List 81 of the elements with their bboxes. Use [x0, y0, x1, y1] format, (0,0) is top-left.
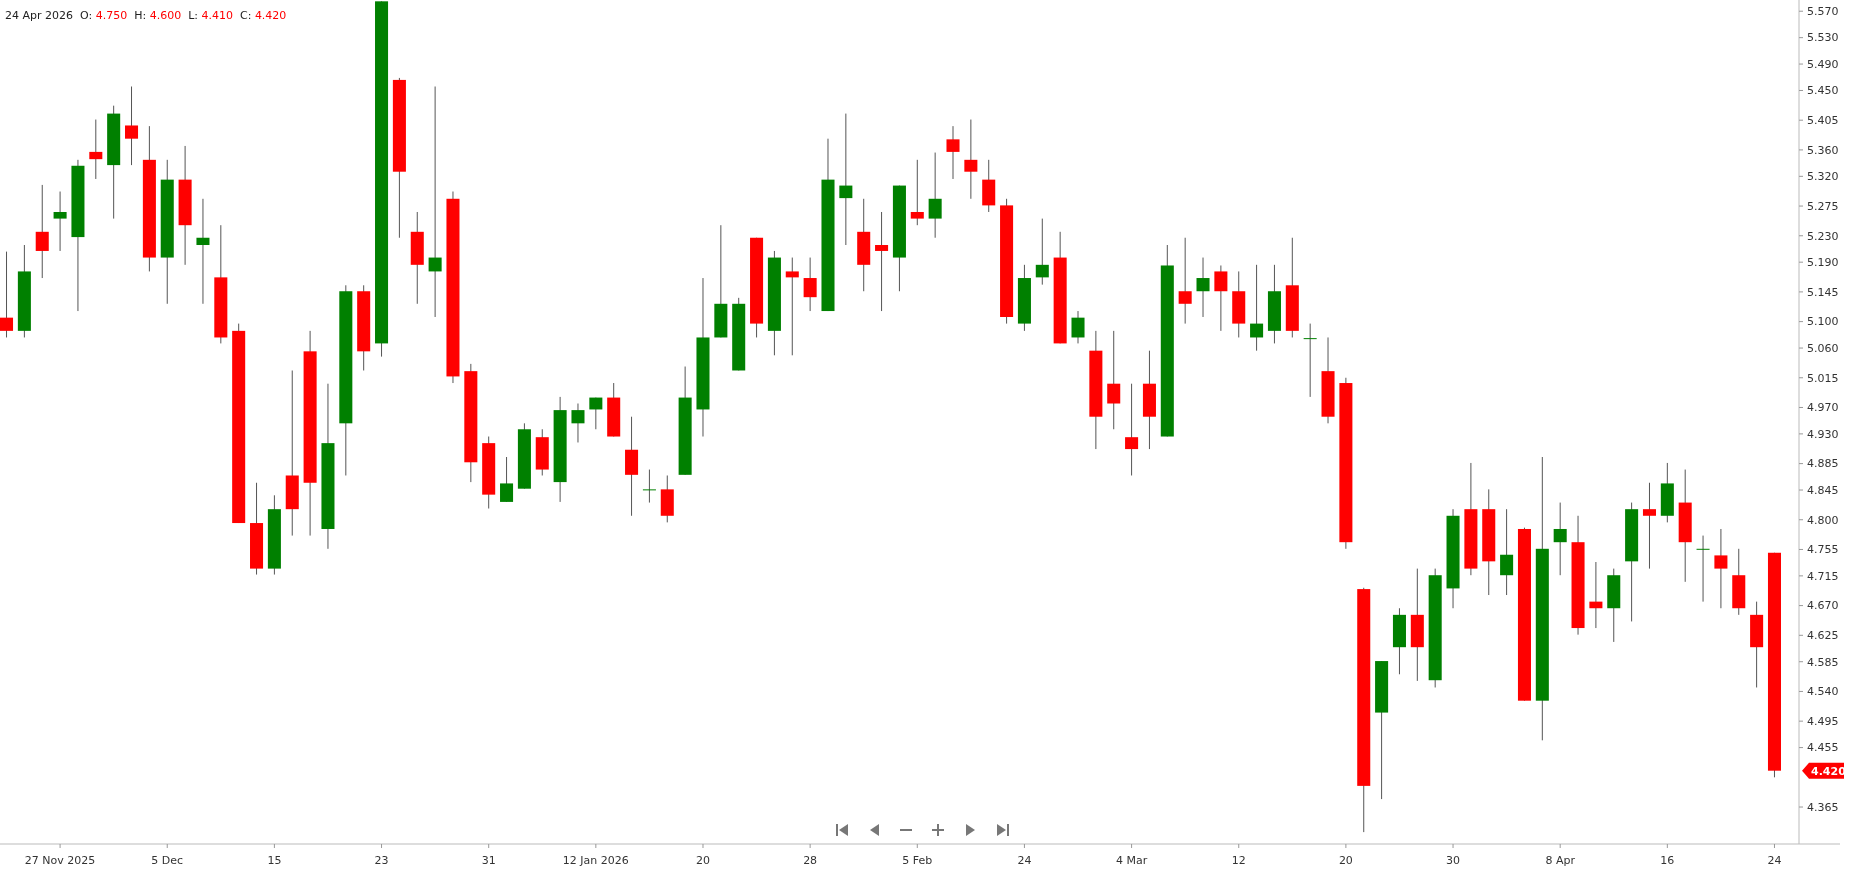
x-tick-label: 27 Nov 2025	[24, 854, 96, 867]
text: 4.420	[1811, 764, 1847, 778]
candlestick	[785, 257, 799, 356]
y-tick-label: 4.670	[1807, 599, 1839, 613]
x-tick-label: 23	[374, 854, 389, 867]
candlestick	[1035, 218, 1049, 286]
y-tick-label: 4.365	[1807, 800, 1839, 814]
candlestick	[89, 119, 103, 180]
candlestick	[1107, 330, 1121, 430]
y-tick-label: 4.715	[1807, 569, 1839, 583]
candlestick	[1589, 561, 1603, 629]
candlestick	[196, 198, 210, 305]
candlestick	[803, 257, 817, 312]
y-tick-label: 4.755	[1807, 543, 1839, 557]
x-tick-label: 28	[803, 854, 818, 867]
x-tick-label: 30	[1446, 854, 1461, 867]
y-tick-label: 4.585	[1807, 655, 1839, 669]
candlestick	[428, 86, 442, 318]
x-tick-label: 8 Apr	[1545, 854, 1576, 867]
candlestick	[1196, 257, 1210, 318]
candlestick	[839, 113, 853, 246]
x-tick-label: 12	[1231, 854, 1246, 867]
x-tick-label: 24	[1767, 854, 1782, 867]
candlestick	[35, 184, 49, 279]
candlestick	[1553, 502, 1567, 576]
y-tick-label: 4.930	[1807, 427, 1839, 441]
y-tick-label: 4.970	[1807, 401, 1839, 415]
candlestick	[928, 152, 942, 239]
candlestick	[589, 397, 603, 430]
candlestick	[910, 159, 924, 226]
y-tick-label: 5.230	[1807, 229, 1839, 243]
candlestick	[1303, 323, 1317, 398]
x-tick-label: 5 Feb	[902, 854, 933, 867]
x-tick-label: 31	[481, 854, 496, 867]
y-tick-label: 4.885	[1807, 457, 1839, 471]
x-tick-label: 12 Jan 2026	[562, 854, 629, 867]
candlestick	[875, 211, 889, 312]
y-tick-label: 5.320	[1807, 170, 1839, 184]
y-tick-label: 4.800	[1807, 513, 1839, 527]
y-tick-label: 4.845	[1807, 483, 1839, 497]
x-tick-label: 16	[1660, 854, 1675, 867]
candlestick	[1125, 383, 1139, 476]
y-tick-label: 4.540	[1807, 685, 1839, 699]
candlestick	[1178, 237, 1192, 325]
y-tick-label: 5.145	[1807, 285, 1839, 299]
y-tick-label: 4.455	[1807, 741, 1839, 755]
y-tick-label: 5.190	[1807, 256, 1839, 270]
y-tick-label: 4.625	[1807, 629, 1839, 643]
x-tick-label: 20	[1338, 854, 1353, 867]
y-tick-label: 5.530	[1807, 31, 1839, 45]
y-tick-label: 5.570	[1807, 5, 1839, 19]
candlestick	[0, 251, 14, 338]
candlestick	[1696, 535, 1710, 603]
candlestick	[946, 125, 960, 180]
y-tick-label: 5.490	[1807, 57, 1839, 71]
candlestick	[1250, 264, 1264, 352]
y-tick-label: 5.405	[1807, 114, 1839, 128]
x-tick-label: 15	[267, 854, 282, 867]
candlestick	[53, 191, 67, 252]
y-tick-label: 5.100	[1807, 315, 1839, 329]
x-tick-label: 4 Mar	[1115, 854, 1148, 867]
candlestick	[1500, 508, 1514, 596]
y-tick-label: 5.360	[1807, 143, 1839, 157]
candlestick	[642, 469, 656, 504]
candlestick	[500, 456, 514, 503]
y-tick-label: 5.450	[1807, 84, 1839, 98]
text: 24 Apr 2026 O: 4.750 H: 4.600 L: 4.410 C: 4.420	[5, 9, 287, 22]
y-tick-label: 5.060	[1807, 341, 1839, 355]
x-tick-label: 5 Dec	[151, 854, 184, 867]
y-tick-label: 5.275	[1807, 199, 1839, 213]
candlestick	[1642, 482, 1656, 570]
candlestick	[964, 119, 978, 200]
y-tick-label: 4.495	[1807, 715, 1839, 729]
candlestick	[1214, 264, 1228, 332]
candlestick	[1714, 528, 1728, 609]
candlestick	[1071, 310, 1085, 344]
candlestick	[571, 403, 585, 443]
y-tick-label: 5.015	[1807, 371, 1839, 385]
x-tick-label: 24	[1017, 854, 1032, 867]
candlestick	[125, 86, 139, 166]
x-tick-label: 20	[695, 854, 710, 867]
